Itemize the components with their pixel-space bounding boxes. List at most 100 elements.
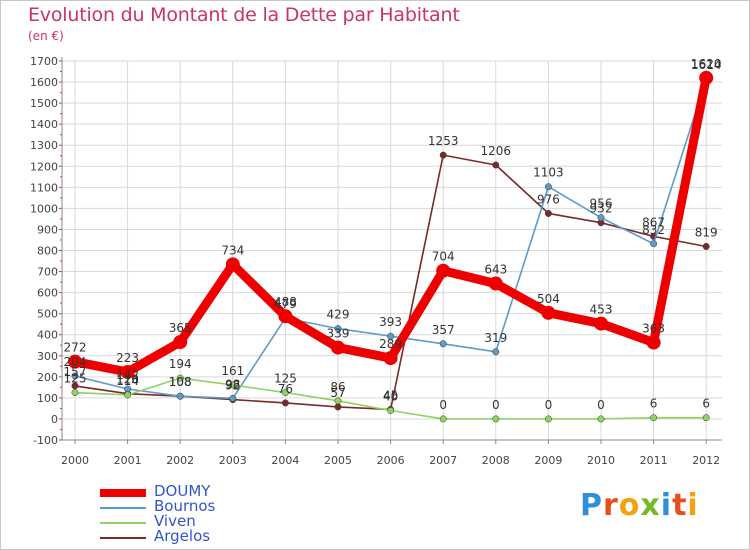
y-tick-label: 100 <box>37 392 58 405</box>
y-tick-label: 1700 <box>30 55 58 68</box>
data-label-viven: 125 <box>274 372 297 386</box>
y-tick-label: 300 <box>37 350 58 363</box>
data-label-bournos: 204 <box>64 355 87 369</box>
data-point-bournos <box>544 183 552 191</box>
data-label-argelos: 76 <box>278 382 293 396</box>
data-point-viven <box>702 414 710 422</box>
logo-letter: i <box>660 488 673 523</box>
data-point-viven <box>650 414 658 422</box>
y-tick-label: 1100 <box>30 181 58 194</box>
data-label-doumy: 488 <box>274 295 297 309</box>
data-label-argelos: 157 <box>64 365 87 379</box>
data-label-bournos: 393 <box>379 315 402 329</box>
x-tick-label: 2008 <box>482 454 510 467</box>
data-label-viven: 0 <box>439 398 447 412</box>
data-label-bournos: 98 <box>225 377 240 391</box>
data-point-bournos <box>71 372 79 380</box>
data-label-argelos: 120 <box>116 373 139 387</box>
data-label-viven: 86 <box>330 380 345 394</box>
y-tick-label: 1500 <box>30 97 58 110</box>
y-tick-label: 400 <box>37 329 58 342</box>
data-label-argelos: 819 <box>695 225 718 239</box>
data-point-argelos <box>702 243 710 250</box>
x-tick-label: 2011 <box>640 454 668 467</box>
y-tick-label: 200 <box>37 371 58 384</box>
data-label-bournos: 1103 <box>533 166 564 180</box>
data-point-argelos <box>71 382 79 390</box>
x-tick-label: 2002 <box>166 454 194 467</box>
data-point-bournos <box>439 340 447 348</box>
data-label-argelos: 92 <box>225 379 240 393</box>
data-point-viven <box>544 415 552 423</box>
y-tick-label: 800 <box>37 245 58 258</box>
y-tick-label: 500 <box>37 308 58 321</box>
chart-subtitle: (en €) <box>28 29 64 43</box>
logo-letter: t <box>672 488 688 523</box>
x-tick-label: 2006 <box>377 454 405 467</box>
data-label-argelos: 932 <box>590 202 613 216</box>
data-point-viven <box>176 374 184 382</box>
data-point-bournos <box>176 392 184 400</box>
data-point-argelos <box>439 151 447 159</box>
data-point-doumy <box>383 351 398 366</box>
logo-letter: r <box>603 488 619 523</box>
data-point-viven <box>439 415 447 423</box>
data-label-viven: 40 <box>383 390 398 404</box>
data-label-bournos: 357 <box>432 323 455 337</box>
data-label-doumy: 453 <box>590 303 613 317</box>
data-point-doumy <box>120 364 135 379</box>
legend-swatch-viven <box>100 522 146 524</box>
data-label-doumy: 272 <box>64 341 87 355</box>
logo-letter: i <box>687 488 699 523</box>
x-tick-label: 2001 <box>114 454 142 467</box>
logo-letter: o <box>618 488 641 523</box>
x-tick-label: 2012 <box>692 454 720 467</box>
data-point-argelos <box>334 403 342 411</box>
data-label-bournos: 108 <box>169 375 192 389</box>
data-point-bournos <box>334 325 342 333</box>
data-point-viven <box>387 407 395 414</box>
y-tick-label: 0 <box>51 413 58 426</box>
data-point-doumy <box>488 276 503 291</box>
data-point-doumy <box>331 340 345 355</box>
data-point-doumy <box>541 305 556 320</box>
data-label-viven: 6 <box>702 397 710 411</box>
data-point-argelos <box>492 161 500 169</box>
data-point-doumy <box>436 263 451 278</box>
data-point-argelos <box>281 399 289 407</box>
data-label-viven: 194 <box>169 357 192 371</box>
legend-label-viven: Viven <box>154 512 196 530</box>
data-label-doumy: 734 <box>221 243 244 257</box>
data-label-viven: 0 <box>492 398 500 412</box>
data-label-bournos: 319 <box>484 331 507 345</box>
data-label-argelos: 1253 <box>428 134 459 148</box>
data-label-argelos: 45 <box>383 388 398 402</box>
legend-swatch-doumy <box>100 489 146 497</box>
data-point-doumy <box>68 354 82 369</box>
data-label-viven: 0 <box>597 398 605 412</box>
data-point-viven <box>334 397 342 405</box>
logo-letter: x <box>640 488 661 523</box>
x-tick-label: 2000 <box>61 454 89 467</box>
y-tick-label: 1300 <box>30 139 58 152</box>
y-tick-label: 700 <box>37 266 58 279</box>
y-tick-label: 600 <box>37 287 58 300</box>
data-point-viven <box>71 389 79 397</box>
data-label-bournos: 956 <box>590 197 613 211</box>
x-tick-label: 2004 <box>271 454 299 467</box>
data-label-viven: 161 <box>221 364 244 378</box>
x-tick-label: 2010 <box>587 454 615 467</box>
data-point-doumy <box>225 257 240 272</box>
x-tick-label: 2003 <box>219 454 247 467</box>
data-label-doumy: 704 <box>432 250 455 264</box>
data-point-bournos <box>597 214 605 222</box>
data-point-doumy <box>699 70 714 85</box>
x-tick-label: 2005 <box>324 454 352 467</box>
data-label-bournos: 429 <box>327 308 350 322</box>
y-tick-label: 1400 <box>30 118 58 131</box>
data-point-argelos <box>544 209 552 217</box>
data-point-viven <box>124 391 132 399</box>
chart-title: Evolution du Montant de la Dette par Hab… <box>28 4 460 26</box>
legend-swatch-argelos <box>100 537 146 539</box>
